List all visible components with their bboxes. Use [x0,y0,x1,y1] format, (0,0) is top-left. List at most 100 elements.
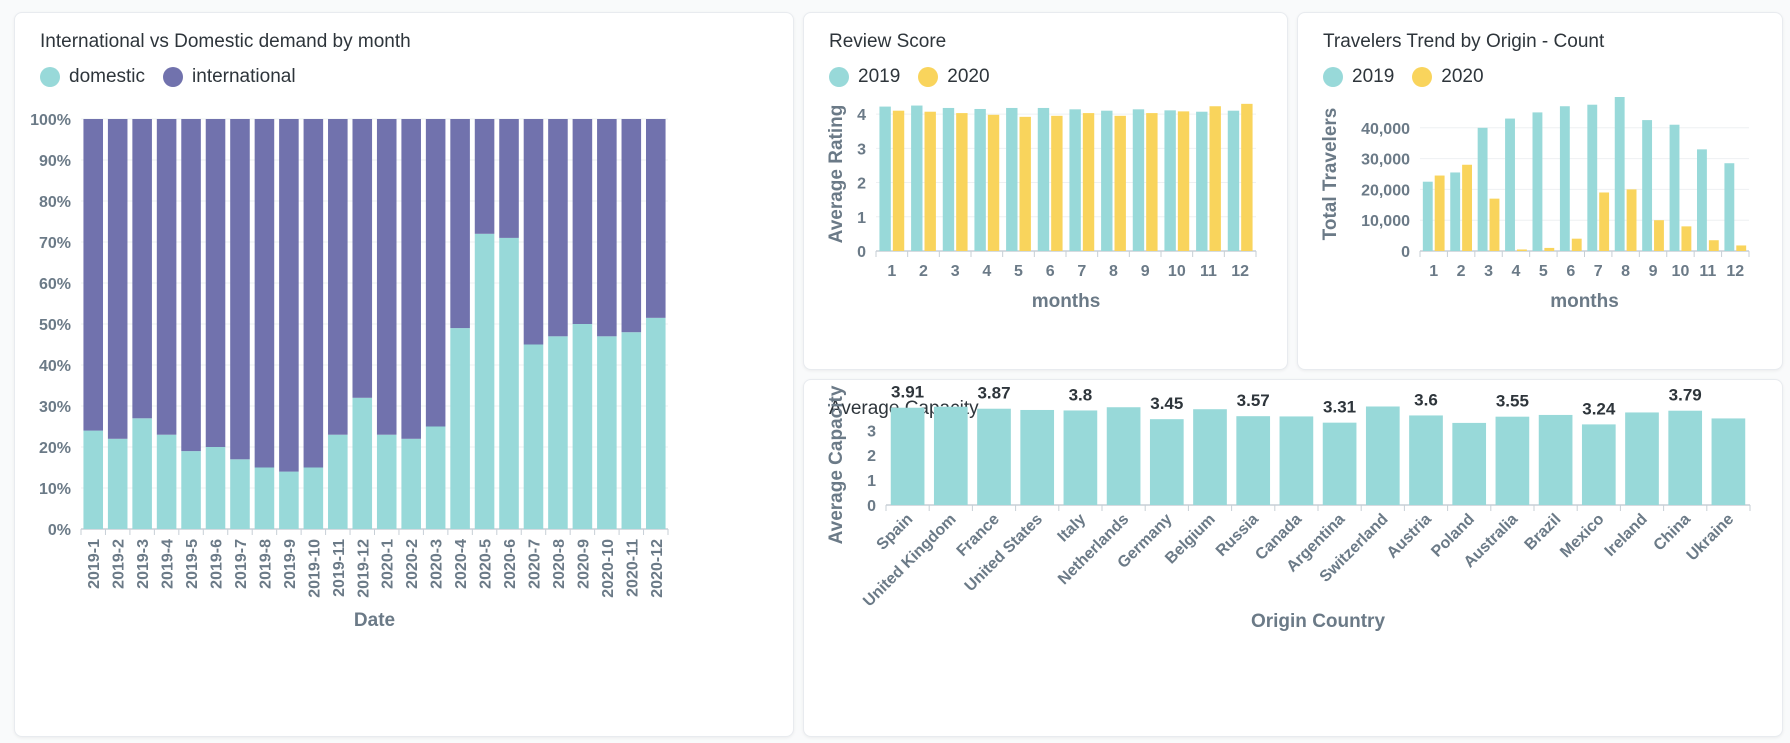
x-tick-label: 2 [919,263,928,280]
bar-capacity [1668,410,1703,505]
y-tick-label: 40,000 [1361,121,1410,138]
bar-2020 [956,113,968,251]
x-tick-label: 2019-8 [257,539,274,589]
legend-item-domestic[interactable]: domestic [40,66,145,88]
bar-capacity [1495,416,1530,505]
y-tick-label: 10,000 [1361,213,1410,230]
bar-international [401,119,421,439]
bar-international [523,119,544,345]
x-tick-label: 2020-11 [624,539,641,597]
bar-2019 [1614,97,1625,251]
bar-2020 [1019,116,1031,251]
bar-2020 [1708,240,1719,251]
x-tick-label: 11 [1699,263,1716,280]
data-label: 3.91 [891,383,924,402]
legend-item-2019[interactable]: 2019 [1323,66,1394,88]
bar-domestic [597,336,617,529]
bar-2019 [974,108,986,251]
y-tick-label: 60% [39,276,71,293]
bar-2020 [1681,226,1692,251]
bar-capacity [1193,409,1227,505]
legend-swatch-2019 [829,67,849,87]
bar-international [425,119,446,427]
y-tick-label: 90% [39,153,71,170]
demand-card-title: International vs Domestic demand by mont… [40,31,411,52]
bar-domestic [107,438,128,529]
x-tick-label: 12 [1231,263,1249,280]
bar-capacity [933,406,968,505]
x-tick-label: United States [962,511,1046,595]
demand-legend: domestic international [40,66,296,88]
bar-2020 [1462,164,1472,251]
bar-international [376,119,397,435]
bar-domestic [205,447,226,529]
demand-chart: 0%10%20%30%40%50%60%70%80%90%100%2019-1 2… [30,112,669,631]
travelers-card-title: Travelers Trend by Origin - Count [1323,31,1605,52]
x-tick-label: 10 [1672,263,1690,280]
x-tick-label: 2020-4 [453,539,470,589]
bar-international [107,119,128,439]
x-tick-label: 2 [1457,263,1466,280]
bar-domestic [132,418,152,529]
x-tick-label: 4 [982,263,991,280]
data-label: 3.79 [1669,386,1702,405]
bar-2020 [1654,220,1664,251]
bar-2019 [1164,110,1176,251]
bar-international [328,119,348,435]
y-tick-label: 1 [857,210,866,227]
legend-item-2020[interactable]: 2020 [1412,66,1484,88]
bar-international [83,119,104,431]
x-tick-label: 2020-9 [575,539,592,589]
bar-2020 [924,111,936,252]
bar-2019 [1069,109,1081,251]
x-tick-label: 12 [1726,263,1744,280]
x-tick-label: 2019-3 [135,539,152,589]
bar-capacity [1106,407,1141,505]
legend-label-2020: 2020 [1441,66,1484,87]
legend-item-2020[interactable]: 2020 [918,66,990,88]
bar-capacity [1236,416,1271,505]
legend-swatch-2020 [1412,67,1433,87]
y-tick-label: 20% [39,440,71,457]
bar-international [645,119,666,318]
x-tick-label: 8 [1621,263,1630,280]
bar-domestic [328,434,348,529]
x-tick-label: 2019-9 [282,539,299,589]
data-label: 3.57 [1237,391,1270,410]
legend-item-2019[interactable]: 2019 [829,66,900,88]
review-card: Review Score 2019 2020 0 1 2 3 4 1 2 3 4 5 6 7 8 9 10 1… [803,12,1288,370]
bar-domestic [621,332,642,529]
x-tick-label: 2020-2 [404,539,421,589]
bar-2019 [1587,104,1598,251]
bar-domestic [499,237,519,529]
bar-capacity [1063,410,1098,505]
bar-capacity [977,408,1011,505]
bar-international [303,119,324,468]
y-tick-label: 40% [39,358,71,375]
bar-2020 [1516,249,1527,251]
legend-label-2019: 2019 [858,66,901,87]
y-tick-label: 100% [30,112,71,129]
bar-capacity [1711,418,1746,505]
bar-2020 [1626,189,1637,251]
x-tick-label: 2019-10 [306,539,323,598]
bar-international [230,119,250,460]
y-axis-title: Average Rating [826,105,847,244]
x-axis-title: months [1550,291,1619,312]
bar-2019 [911,105,923,251]
bar-2020 [1434,175,1445,251]
bar-2019 [1642,120,1653,251]
legend-item-international[interactable]: international [163,66,296,88]
y-tick-label: 30% [39,399,71,416]
bar-international [450,119,470,329]
demand-card: International vs Domestic demand by mont… [14,12,794,737]
x-tick-label: 7 [1594,263,1603,280]
data-label: 3.55 [1496,392,1529,411]
bar-international [597,119,617,337]
bar-2019 [1196,111,1208,252]
bar-domestic [352,397,373,529]
x-axis-title: months [1032,291,1101,312]
travelers-card: Travelers Trend by Origin - Count 2019 2… [1297,12,1783,370]
x-tick-label: 1 [887,263,896,280]
x-tick-label: 10 [1168,263,1186,280]
